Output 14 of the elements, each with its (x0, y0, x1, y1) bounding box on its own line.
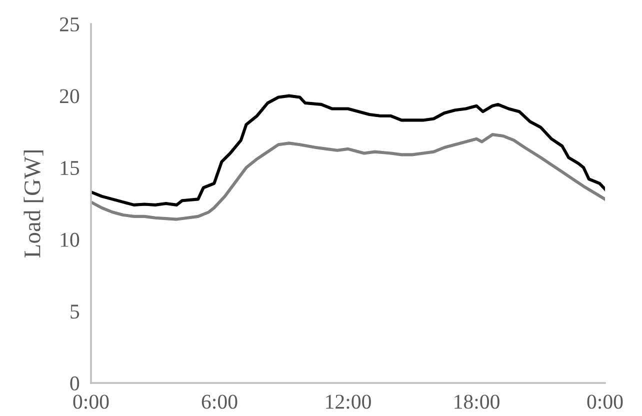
y-tick-label: 5 (70, 304, 80, 319)
x-tick-label: 0:00 (587, 394, 623, 409)
line-series (91, 94, 605, 206)
y-tick-label: 15 (60, 161, 80, 176)
y-axis-title: Load [GW] (24, 150, 44, 258)
x-tick-label: 18:00 (454, 394, 500, 409)
x-tick-label: 0:00 (73, 394, 109, 409)
y-tick-label: 20 (60, 89, 80, 104)
line-series (91, 133, 605, 221)
y-tick-label: 0 (70, 376, 80, 390)
y-tick-label: 25 (60, 17, 80, 32)
y-tick-label: 10 (60, 232, 80, 247)
x-tick-label: 12:00 (326, 394, 371, 409)
x-tick-label: 6:00 (202, 394, 238, 409)
